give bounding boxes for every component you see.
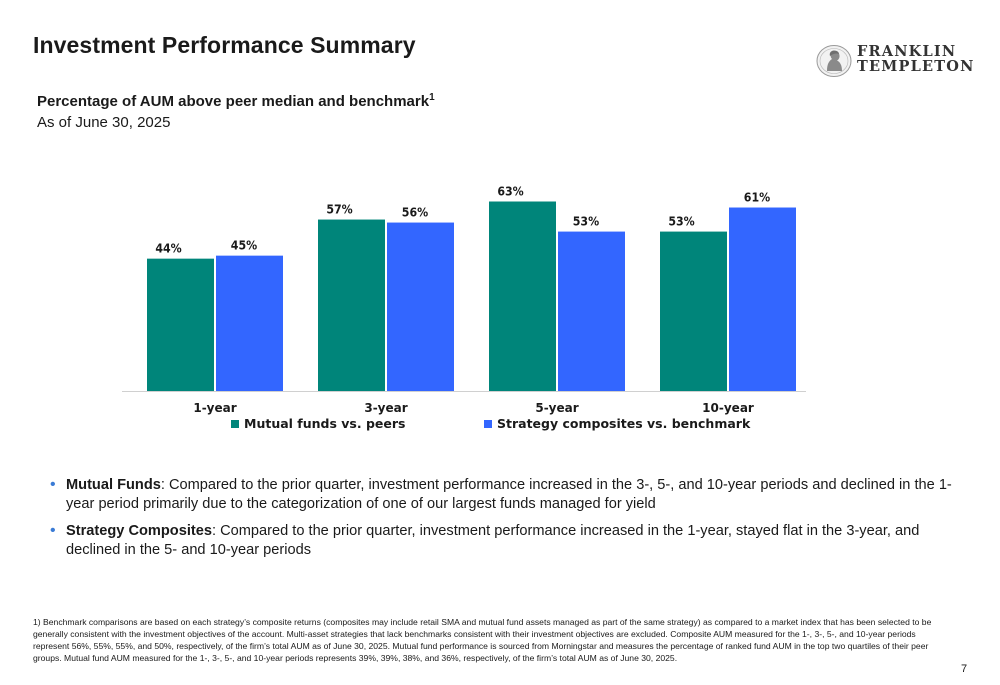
legend-item-mutual-funds: Mutual funds vs. peers <box>231 416 405 431</box>
page-number: 7 <box>961 663 968 675</box>
bullet-dot-icon: • <box>50 522 56 539</box>
data-label-strategy-1-year: 45% <box>231 238 258 253</box>
chart-subtitle: Percentage of AUM above peer median and … <box>37 92 435 110</box>
aum-performance-chart: 44% 45% 1-year 57% 56% 3-year 63% 53% 5-year 53% 6… <box>122 184 806 415</box>
bar-strategy-5-year <box>558 231 625 391</box>
legend-swatch-mutual-funds <box>231 419 239 428</box>
legend-label-mutual-funds: Mutual funds vs. peers <box>244 416 406 431</box>
chart-legend: Mutual funds vs. peers Strategy composit… <box>0 416 1000 436</box>
footnote-marker: 1 <box>429 92 435 103</box>
data-label-strategy-10-year: 61% <box>744 190 771 205</box>
bullet-lead: Strategy Composites <box>66 523 212 539</box>
as-of-date: As of June 30, 2025 <box>37 114 171 131</box>
logo-line-franklin: FRANKLIN <box>857 43 957 60</box>
commentary-bullets: • Mutual Funds: Compared to the prior qu… <box>50 476 970 568</box>
chart-subtitle-text: Percentage of AUM above peer median and … <box>37 93 430 110</box>
data-label-mutual-funds-1-year: 44% <box>155 241 182 256</box>
logo-wordmark: FRANKLIN TEMPLETON <box>857 44 975 74</box>
bullet-text: : Compared to the prior quarter, investm… <box>66 477 952 512</box>
legend-item-strategy: Strategy composites vs. benchmark <box>484 416 750 431</box>
data-label-mutual-funds-3-year: 57% <box>326 202 353 217</box>
legend-label-strategy: Strategy composites vs. benchmark <box>497 416 751 431</box>
data-label-mutual-funds-10-year: 53% <box>668 214 695 229</box>
bar-strategy-3-year <box>387 222 454 391</box>
bar-mutual-funds-10-year <box>660 231 727 391</box>
bullet-strategy-composites: • Strategy Composites: Compared to the p… <box>50 522 970 560</box>
x-tick-label-1-year: 1-year <box>193 401 236 415</box>
bar-strategy-10-year <box>729 207 796 391</box>
data-label-mutual-funds-5-year: 63% <box>497 184 524 199</box>
franklin-templeton-logo: FRANKLIN TEMPLETON <box>815 44 975 78</box>
bar-strategy-1-year <box>216 255 283 391</box>
footnote: 1) Benchmark comparisons are based on ea… <box>33 617 932 663</box>
bar-mutual-funds-5-year <box>489 201 556 391</box>
x-tick-label-3-year: 3-year <box>364 401 407 415</box>
franklin-portrait-seal-icon <box>816 45 852 77</box>
page-title: Investment Performance Summary <box>33 32 416 58</box>
x-tick-label-10-year: 10-year <box>702 401 754 415</box>
legend-swatch-strategy <box>484 419 492 428</box>
bar-mutual-funds-1-year <box>147 258 214 391</box>
bullet-mutual-funds: • Mutual Funds: Compared to the prior qu… <box>50 476 970 514</box>
data-label-strategy-5-year: 53% <box>573 214 600 229</box>
bar-mutual-funds-3-year <box>318 219 385 391</box>
bullet-lead: Mutual Funds <box>66 477 161 493</box>
x-tick-label-5-year: 5-year <box>535 401 578 415</box>
data-label-strategy-3-year: 56% <box>402 205 429 220</box>
bullet-text: : Compared to the prior quarter, investm… <box>66 523 920 558</box>
bullet-dot-icon: • <box>50 476 56 493</box>
logo-line-templeton: TEMPLETON <box>857 58 975 75</box>
